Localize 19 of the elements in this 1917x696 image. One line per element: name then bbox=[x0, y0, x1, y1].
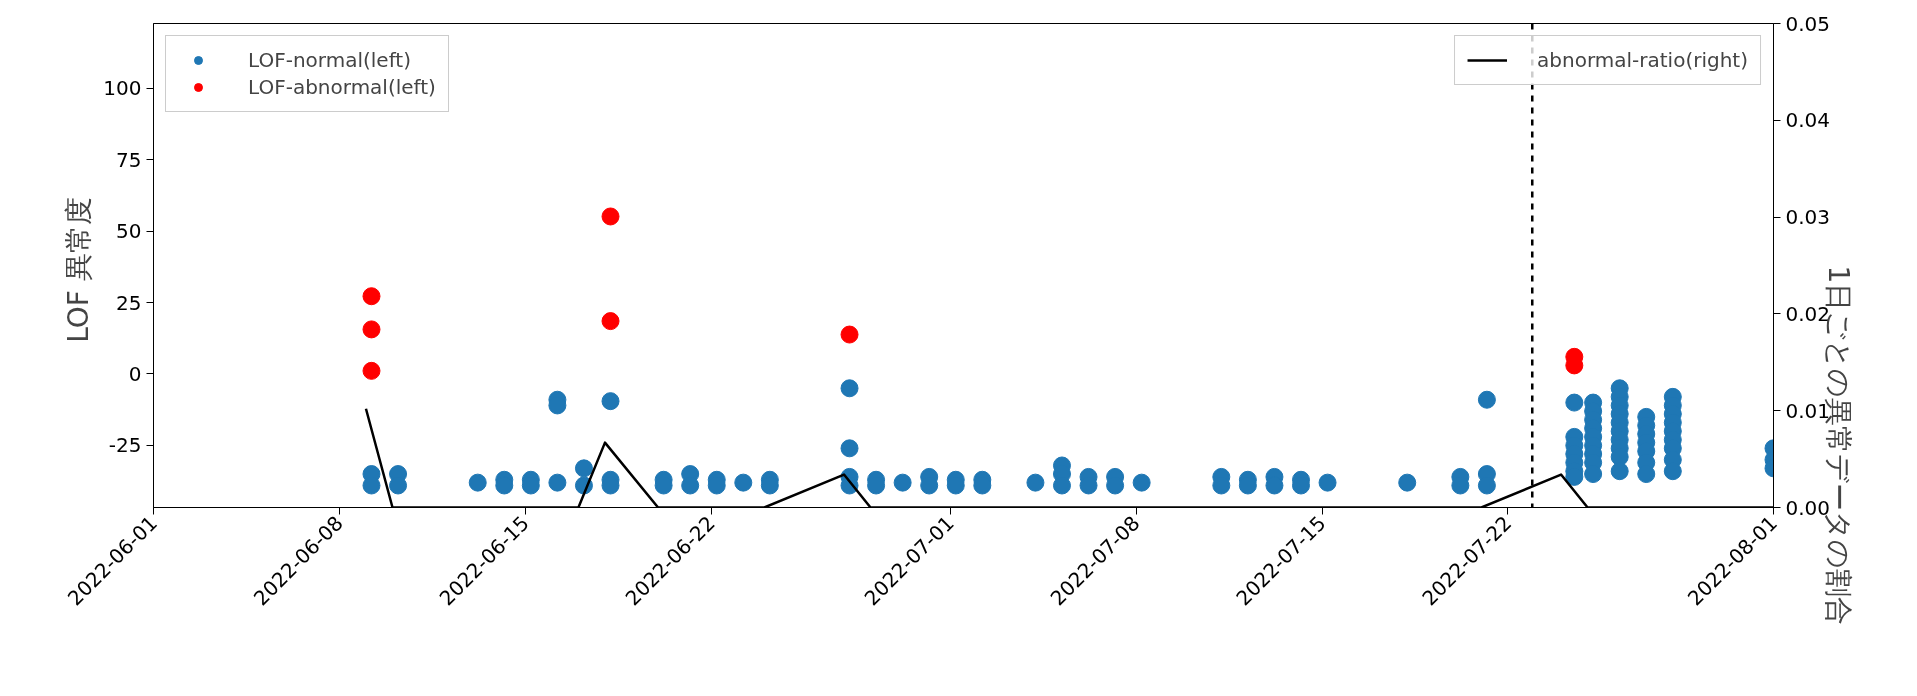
y-tick-label: 100 bbox=[103, 76, 142, 101]
point bbox=[601, 312, 620, 331]
y-tick-label: 75 bbox=[116, 147, 142, 172]
y-tick-label: 0 bbox=[128, 361, 142, 386]
point bbox=[840, 325, 859, 344]
y-tick-label: -25 bbox=[108, 433, 142, 458]
y2-tick-label: 0.03 bbox=[1785, 205, 1831, 230]
y-tick-label: 25 bbox=[116, 290, 142, 315]
y2-tick-label: 0.05 bbox=[1785, 11, 1831, 36]
legend-label: LOF-normal(left) bbox=[248, 48, 411, 72]
point bbox=[362, 320, 381, 339]
y2-tick-label: 0.04 bbox=[1785, 108, 1831, 133]
legend-label: LOF-abnormal(left) bbox=[248, 75, 436, 99]
point bbox=[362, 287, 381, 306]
y-tick-label: 50 bbox=[116, 219, 142, 244]
legend-label: abnormal-ratio(right) bbox=[1537, 48, 1748, 72]
point bbox=[601, 207, 620, 226]
point bbox=[362, 361, 381, 380]
y-axis-title: LOF 異常度 bbox=[62, 197, 96, 343]
